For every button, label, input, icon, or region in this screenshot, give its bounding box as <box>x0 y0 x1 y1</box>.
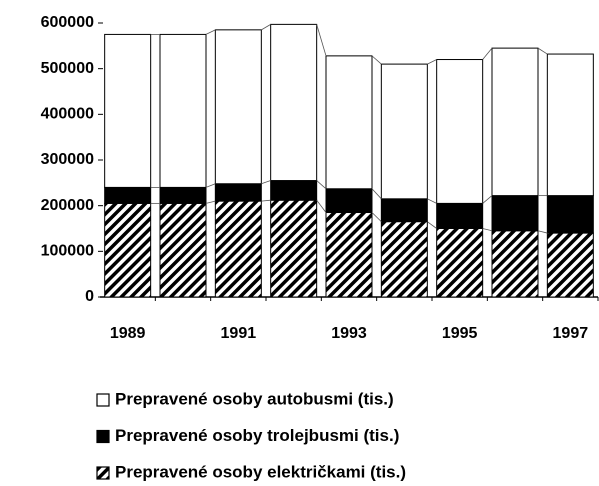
y-tick-label: 100000 <box>41 243 94 260</box>
legend-label: Prepravené osoby trolejbusmi (tis.) <box>115 426 399 445</box>
bar-segment <box>104 202 152 298</box>
x-tick-label: 1989 <box>110 325 146 342</box>
bar-segment <box>214 183 262 202</box>
connector <box>316 199 327 213</box>
bar-segment <box>214 200 262 298</box>
connector <box>482 228 493 232</box>
x-tick-label: 1991 <box>221 325 257 342</box>
bar-segment <box>214 29 262 185</box>
bar-segment <box>491 230 539 298</box>
y-tick-label: 600000 <box>41 14 94 31</box>
y-tick-label: 0 <box>85 288 94 305</box>
connector <box>261 24 271 31</box>
legend: Prepravené osoby autobusmi (tis.) Preprav… <box>96 389 406 481</box>
bar-segment <box>546 195 594 234</box>
y-tick-label: 300000 <box>41 151 94 168</box>
bar-segment <box>104 186 152 204</box>
y-tick-label: 200000 <box>41 197 94 214</box>
connector <box>482 195 493 204</box>
legend-swatch <box>96 393 110 407</box>
legend-label: Prepravené osoby električkami (tis.) <box>115 462 406 481</box>
y-tick-label: 400000 <box>41 106 94 123</box>
x-tick-label: 1995 <box>442 325 478 342</box>
bar-segment <box>491 47 539 197</box>
connector <box>371 188 382 200</box>
connector <box>537 230 548 234</box>
legend-swatch <box>96 429 110 444</box>
bar-segment <box>436 59 484 204</box>
connector <box>427 221 437 229</box>
connector <box>316 180 327 190</box>
connector <box>205 200 216 204</box>
bar-segment <box>270 199 318 298</box>
bar-segment <box>270 180 318 201</box>
bar-segment <box>325 55 373 190</box>
connector <box>261 199 271 202</box>
bar-segment <box>325 212 373 298</box>
connector <box>371 55 382 65</box>
connector <box>427 59 437 65</box>
bar-segment <box>159 202 207 298</box>
connector <box>316 24 327 56</box>
connector <box>537 47 548 55</box>
connector <box>205 183 216 188</box>
bar-segment <box>546 53 594 197</box>
connector <box>482 47 493 60</box>
bar-segment <box>380 63 428 200</box>
x-tick-label: 1997 <box>553 325 589 342</box>
bar-segment <box>436 202 484 229</box>
connector <box>261 180 271 185</box>
bar-segment <box>436 228 484 298</box>
y-tick-label: 500000 <box>41 60 94 77</box>
connector <box>371 212 382 222</box>
bar-segment <box>270 23 318 182</box>
bar-segment <box>380 221 428 298</box>
bar-segment <box>159 33 207 188</box>
connector <box>427 198 437 204</box>
legend-label: Prepravené osoby autobusmi (tis.) <box>115 389 394 408</box>
legend-swatch <box>96 466 110 480</box>
bar-segment <box>159 186 207 204</box>
bar-segment <box>546 232 594 298</box>
bar-segment <box>325 188 373 214</box>
bar-segment <box>104 33 152 188</box>
connector <box>205 29 216 35</box>
bar-segment <box>380 198 428 223</box>
x-tick-label: 1993 <box>331 325 367 342</box>
bar-segment <box>491 195 539 232</box>
